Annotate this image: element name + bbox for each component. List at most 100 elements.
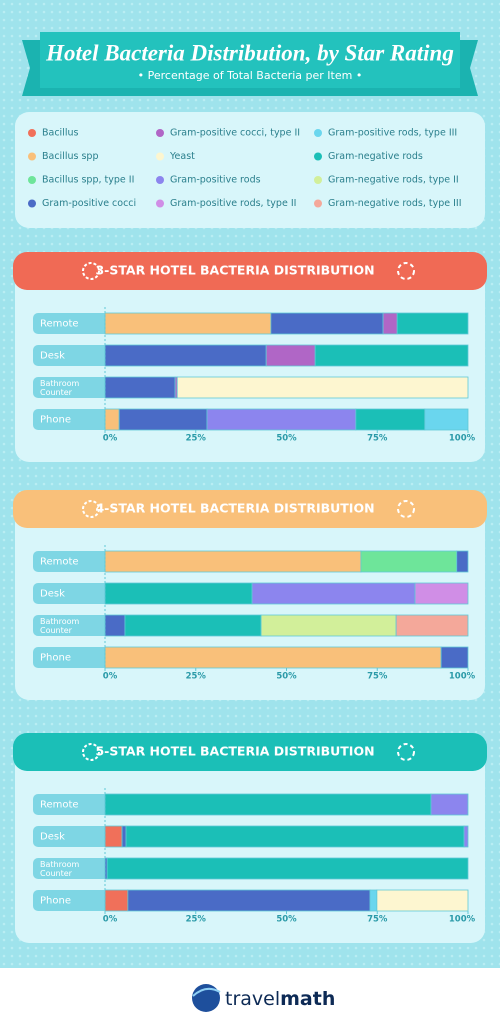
row-label-box bbox=[33, 794, 109, 815]
row-label: Remote bbox=[40, 800, 79, 811]
bar-segment bbox=[124, 614, 262, 637]
bar-segment bbox=[104, 408, 120, 431]
chart-header bbox=[13, 733, 487, 771]
legend-swatch bbox=[314, 176, 322, 184]
bar-segment bbox=[104, 614, 126, 637]
row-label: Desk bbox=[40, 589, 65, 600]
legend-box bbox=[15, 112, 485, 228]
bar-segment bbox=[206, 408, 357, 431]
row-label-box bbox=[33, 647, 109, 668]
chart: 5-STAR HOTEL BACTERIA DISTRIBUTION Remote… bbox=[13, 733, 487, 943]
chart-title: 5-STAR HOTEL BACTERIA DISTRIBUTION bbox=[95, 744, 374, 759]
legend-label: Bacillus bbox=[42, 128, 79, 139]
bar-segment bbox=[104, 889, 129, 912]
bar-segment bbox=[369, 889, 378, 912]
bar-segment bbox=[104, 312, 272, 335]
bar-segment bbox=[121, 825, 127, 848]
bar-segment bbox=[396, 312, 469, 335]
bar-segment bbox=[395, 614, 469, 637]
bar-segment bbox=[440, 646, 469, 669]
row-label-box bbox=[33, 583, 109, 604]
x-tick-label: 100% bbox=[449, 915, 476, 925]
bar-segment bbox=[414, 582, 469, 605]
legend-swatch bbox=[156, 176, 164, 184]
bar-segment bbox=[314, 344, 469, 367]
x-tick-label: 0% bbox=[103, 672, 118, 682]
row-label: Desk bbox=[40, 351, 65, 362]
bar-segment bbox=[360, 550, 458, 573]
x-tick-label: 75% bbox=[367, 915, 388, 925]
title: Hotel Bacteria Distribution, by Star Rat… bbox=[45, 40, 454, 65]
header-icon bbox=[397, 743, 415, 761]
x-tick-label: 50% bbox=[276, 915, 297, 925]
legend-swatch bbox=[156, 199, 164, 208]
header-icon bbox=[397, 262, 415, 280]
x-tick-label: 100% bbox=[449, 434, 476, 444]
bar-segment bbox=[430, 793, 469, 816]
row-label-box bbox=[33, 615, 109, 636]
bar-segment bbox=[104, 646, 442, 669]
bar-segment bbox=[125, 825, 465, 848]
legend-label: Gram-negative rods, type III bbox=[328, 198, 462, 209]
logo-swoosh bbox=[192, 987, 221, 997]
legend-label: Bacillus spp bbox=[42, 151, 98, 162]
legend-swatch bbox=[28, 176, 36, 184]
bar-segment bbox=[260, 614, 397, 637]
x-tick-label: 75% bbox=[367, 434, 388, 444]
bar-segment bbox=[456, 550, 469, 573]
x-tick-label: 25% bbox=[186, 915, 207, 925]
bar-segment bbox=[265, 344, 316, 367]
bar-segment bbox=[104, 376, 176, 399]
row-label-box bbox=[33, 409, 109, 430]
legend-label: Yeast bbox=[169, 151, 195, 162]
bar-segment bbox=[104, 825, 123, 848]
legend-label: Gram-positive cocci, type II bbox=[170, 128, 300, 139]
row-label: Phone bbox=[40, 415, 71, 426]
bar-segment bbox=[104, 793, 432, 816]
legend-swatch bbox=[28, 199, 36, 208]
legend: Bacillus Bacillus spp Bacillus spp, type I… bbox=[28, 128, 462, 209]
bar-segment bbox=[118, 408, 208, 431]
legend-swatch bbox=[28, 129, 36, 137]
row-label-box bbox=[33, 890, 109, 911]
row-label-box bbox=[33, 858, 109, 879]
chart-title: 3-STAR HOTEL BACTERIA DISTRIBUTION bbox=[95, 263, 374, 278]
x-tick-label: 0% bbox=[103, 434, 118, 444]
title-banner bbox=[40, 32, 460, 88]
x-tick-label: 100% bbox=[449, 672, 476, 682]
bar-segment bbox=[176, 376, 469, 399]
row-label: Remote bbox=[40, 319, 79, 330]
brand-part: math bbox=[280, 988, 335, 1010]
row-label: Bathroom Counter bbox=[40, 860, 80, 878]
bar-segment bbox=[106, 857, 469, 880]
legend-swatch bbox=[314, 199, 322, 208]
row-label: Bathroom Counter bbox=[40, 379, 80, 397]
bar-segment bbox=[104, 582, 253, 605]
x-tick-label: 25% bbox=[186, 672, 207, 682]
brand: travelmath bbox=[225, 988, 335, 1010]
x-tick-label: 50% bbox=[276, 672, 297, 682]
row-label: Bathroom Counter bbox=[40, 617, 80, 635]
legend-swatch bbox=[314, 129, 322, 137]
brand-part: travel bbox=[225, 988, 280, 1010]
header-icon bbox=[82, 500, 100, 518]
x-tick-label: 0% bbox=[103, 915, 118, 925]
legend-label: Gram-positive rods, type III bbox=[328, 128, 457, 139]
x-tick-label: 50% bbox=[276, 434, 297, 444]
legend-swatch bbox=[156, 129, 164, 137]
bar-segment bbox=[382, 312, 398, 335]
bar-segment bbox=[355, 408, 426, 431]
chart-title: 4-STAR HOTEL BACTERIA DISTRIBUTION bbox=[95, 501, 374, 516]
legend-label: Gram-negative rods bbox=[328, 151, 423, 162]
legend-label: Gram-positive rods bbox=[170, 175, 261, 186]
subtitle: • Percentage of Total Bacteria per Item … bbox=[138, 69, 363, 82]
header-icon bbox=[82, 262, 100, 280]
legend-swatch bbox=[28, 152, 36, 161]
bar-segment bbox=[376, 889, 469, 912]
row-label-box bbox=[33, 313, 109, 334]
chart: 4-STAR HOTEL BACTERIA DISTRIBUTION Remote… bbox=[13, 490, 487, 700]
bar-segment bbox=[104, 344, 267, 367]
bar-segment bbox=[270, 312, 384, 335]
x-tick-label: 75% bbox=[367, 672, 388, 682]
chart-header bbox=[13, 490, 487, 528]
